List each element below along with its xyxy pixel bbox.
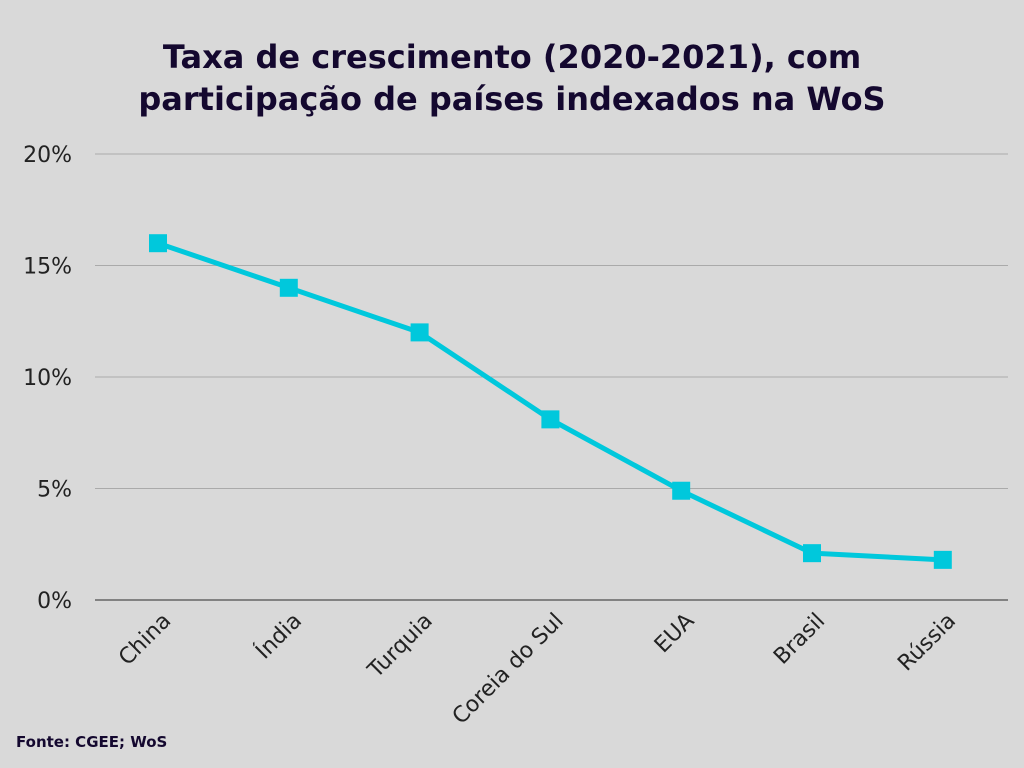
data-point-marker <box>149 234 167 253</box>
x-tick-label: China <box>114 609 176 671</box>
y-tick-label: 0% <box>37 589 72 614</box>
y-tick-label: 15% <box>23 255 72 280</box>
data-point-marker <box>933 550 952 569</box>
x-tick-label: Brasil <box>769 609 830 670</box>
x-tick-label: Turquia <box>363 609 438 684</box>
x-tick-label: Índia <box>250 608 307 665</box>
chart-title-line-1: Taxa de crescimento (2020-2021), com <box>162 38 862 76</box>
y-tick-label: 10% <box>23 366 72 391</box>
x-tick-label: Coreia do Sul <box>448 609 569 730</box>
data-point-marker <box>541 410 560 429</box>
source-note: Fonte: CGEE; WoS <box>16 733 168 751</box>
x-tick-label: Rússia <box>893 609 961 677</box>
data-point-marker <box>803 544 821 563</box>
data-point-marker <box>279 278 298 297</box>
chart-title-line-2: participação de países indexados na WoS <box>138 80 886 118</box>
chart-title: Taxa de crescimento (2020-2021), com par… <box>0 36 1024 120</box>
x-tick-label: EUA <box>650 609 700 659</box>
data-point-marker <box>410 323 429 342</box>
series-line <box>157 240 943 563</box>
y-tick-label: 20% <box>23 143 72 168</box>
data-point-marker <box>672 481 691 500</box>
y-tick-label: 5% <box>37 478 72 503</box>
